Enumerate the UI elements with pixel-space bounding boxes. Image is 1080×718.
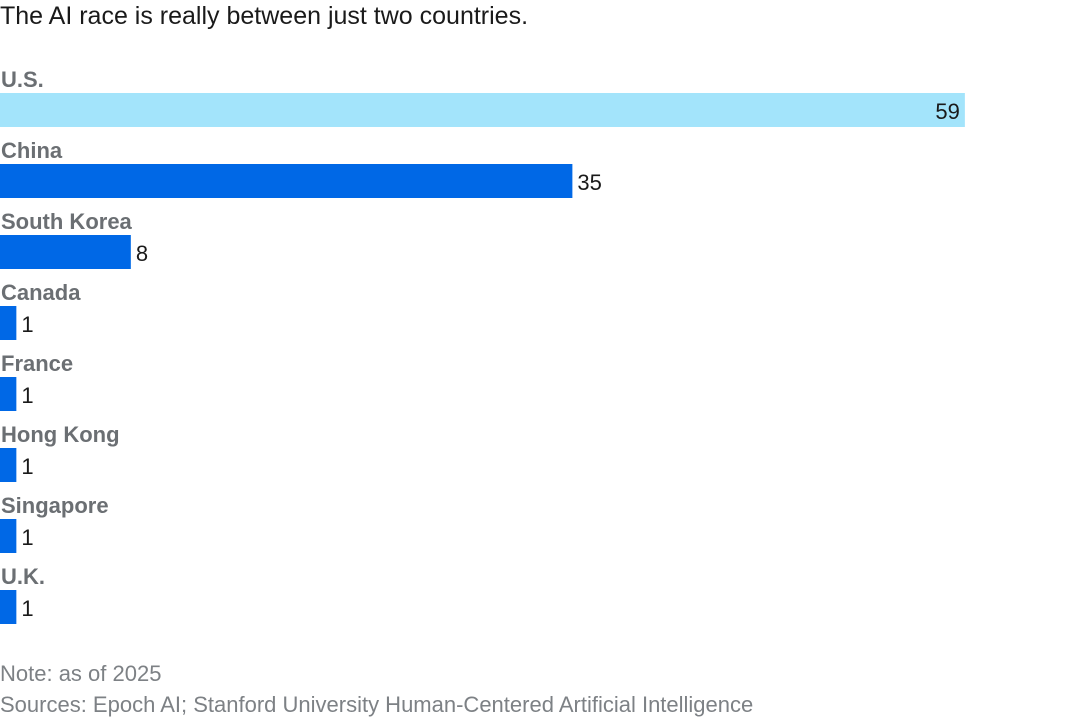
value-label-canada: 1 xyxy=(21,312,33,337)
value-label-china: 35 xyxy=(577,170,601,195)
chart-sources: Sources: Epoch AI; Stanford University H… xyxy=(0,692,754,717)
bar-france xyxy=(0,377,17,411)
bar-u-s xyxy=(0,93,965,127)
value-label-u-k: 1 xyxy=(21,596,33,621)
value-label-france: 1 xyxy=(21,383,33,408)
value-label-u-s: 59 xyxy=(935,99,959,124)
category-label-china: China xyxy=(1,138,63,163)
chart-title: The AI race is really between just two c… xyxy=(0,2,529,30)
chart-note: Note: as of 2025 xyxy=(0,661,162,686)
bar-hong-kong xyxy=(0,448,17,482)
bar-china xyxy=(0,164,573,198)
value-label-south-korea: 8 xyxy=(136,241,148,266)
category-label-u-k: U.K. xyxy=(1,564,45,589)
category-label-canada: Canada xyxy=(1,280,81,305)
bar-south-korea xyxy=(0,235,131,269)
category-label-singapore: Singapore xyxy=(1,493,109,518)
category-label-hong-kong: Hong Kong xyxy=(1,422,120,447)
value-label-hong-kong: 1 xyxy=(21,454,33,479)
bar-singapore xyxy=(0,519,17,553)
bar-u-k xyxy=(0,590,17,624)
category-label-u-s: U.S. xyxy=(1,67,44,92)
value-label-singapore: 1 xyxy=(21,525,33,550)
category-label-france: France xyxy=(1,351,73,376)
bar-canada xyxy=(0,306,17,340)
category-label-south-korea: South Korea xyxy=(1,209,133,234)
